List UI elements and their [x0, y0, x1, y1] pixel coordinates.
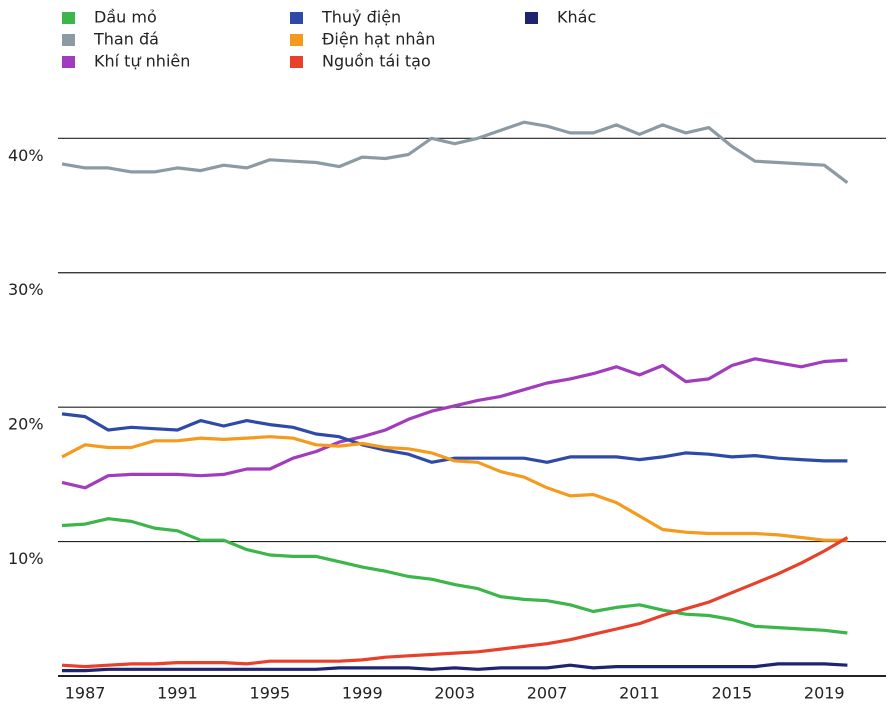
y-tick-label: 40% — [8, 146, 44, 165]
x-tick-label: 2015 — [711, 684, 752, 703]
legend-swatch — [525, 12, 538, 24]
legend-swatch — [290, 34, 303, 46]
series-line — [62, 664, 847, 671]
legend-label: Nguồn tái tạo — [322, 52, 431, 71]
x-tick-label: 1987 — [65, 684, 106, 703]
legend-label: Thuỷ điện — [321, 8, 401, 27]
legend-label: Dầu mỏ — [94, 8, 157, 27]
x-tick-label: 1995 — [250, 684, 291, 703]
legend-label: Khác — [557, 8, 596, 27]
legend-swatch — [62, 12, 75, 24]
legend-label: Khí tự nhiên — [94, 52, 190, 71]
series-line — [62, 519, 847, 633]
series-line — [62, 359, 847, 488]
series-line — [62, 122, 847, 183]
series-line — [62, 414, 847, 462]
series-line — [62, 437, 847, 541]
legend-label: Điện hạt nhân — [322, 30, 435, 49]
legend-swatch — [290, 12, 303, 24]
chart: 10% 20% 30% 40% 1987 1991 1995 1999 2003 2007 2011… — [0, 0, 893, 708]
x-tick-label: 2011 — [619, 684, 660, 703]
x-tick-label: 2007 — [527, 684, 568, 703]
legend-swatch — [62, 34, 75, 46]
y-tick-label: 30% — [8, 280, 44, 299]
x-tick-label: 1999 — [342, 684, 383, 703]
series-line — [62, 538, 847, 667]
x-tick-label: 2003 — [434, 684, 475, 703]
x-tick-label: 2019 — [804, 684, 845, 703]
y-tick-label: 20% — [8, 415, 44, 434]
legend-swatch — [62, 56, 75, 68]
legend-label: Than đá — [93, 30, 159, 49]
x-tick-label: 1991 — [157, 684, 198, 703]
y-tick-label: 10% — [8, 549, 44, 568]
legend-swatch — [290, 56, 303, 68]
